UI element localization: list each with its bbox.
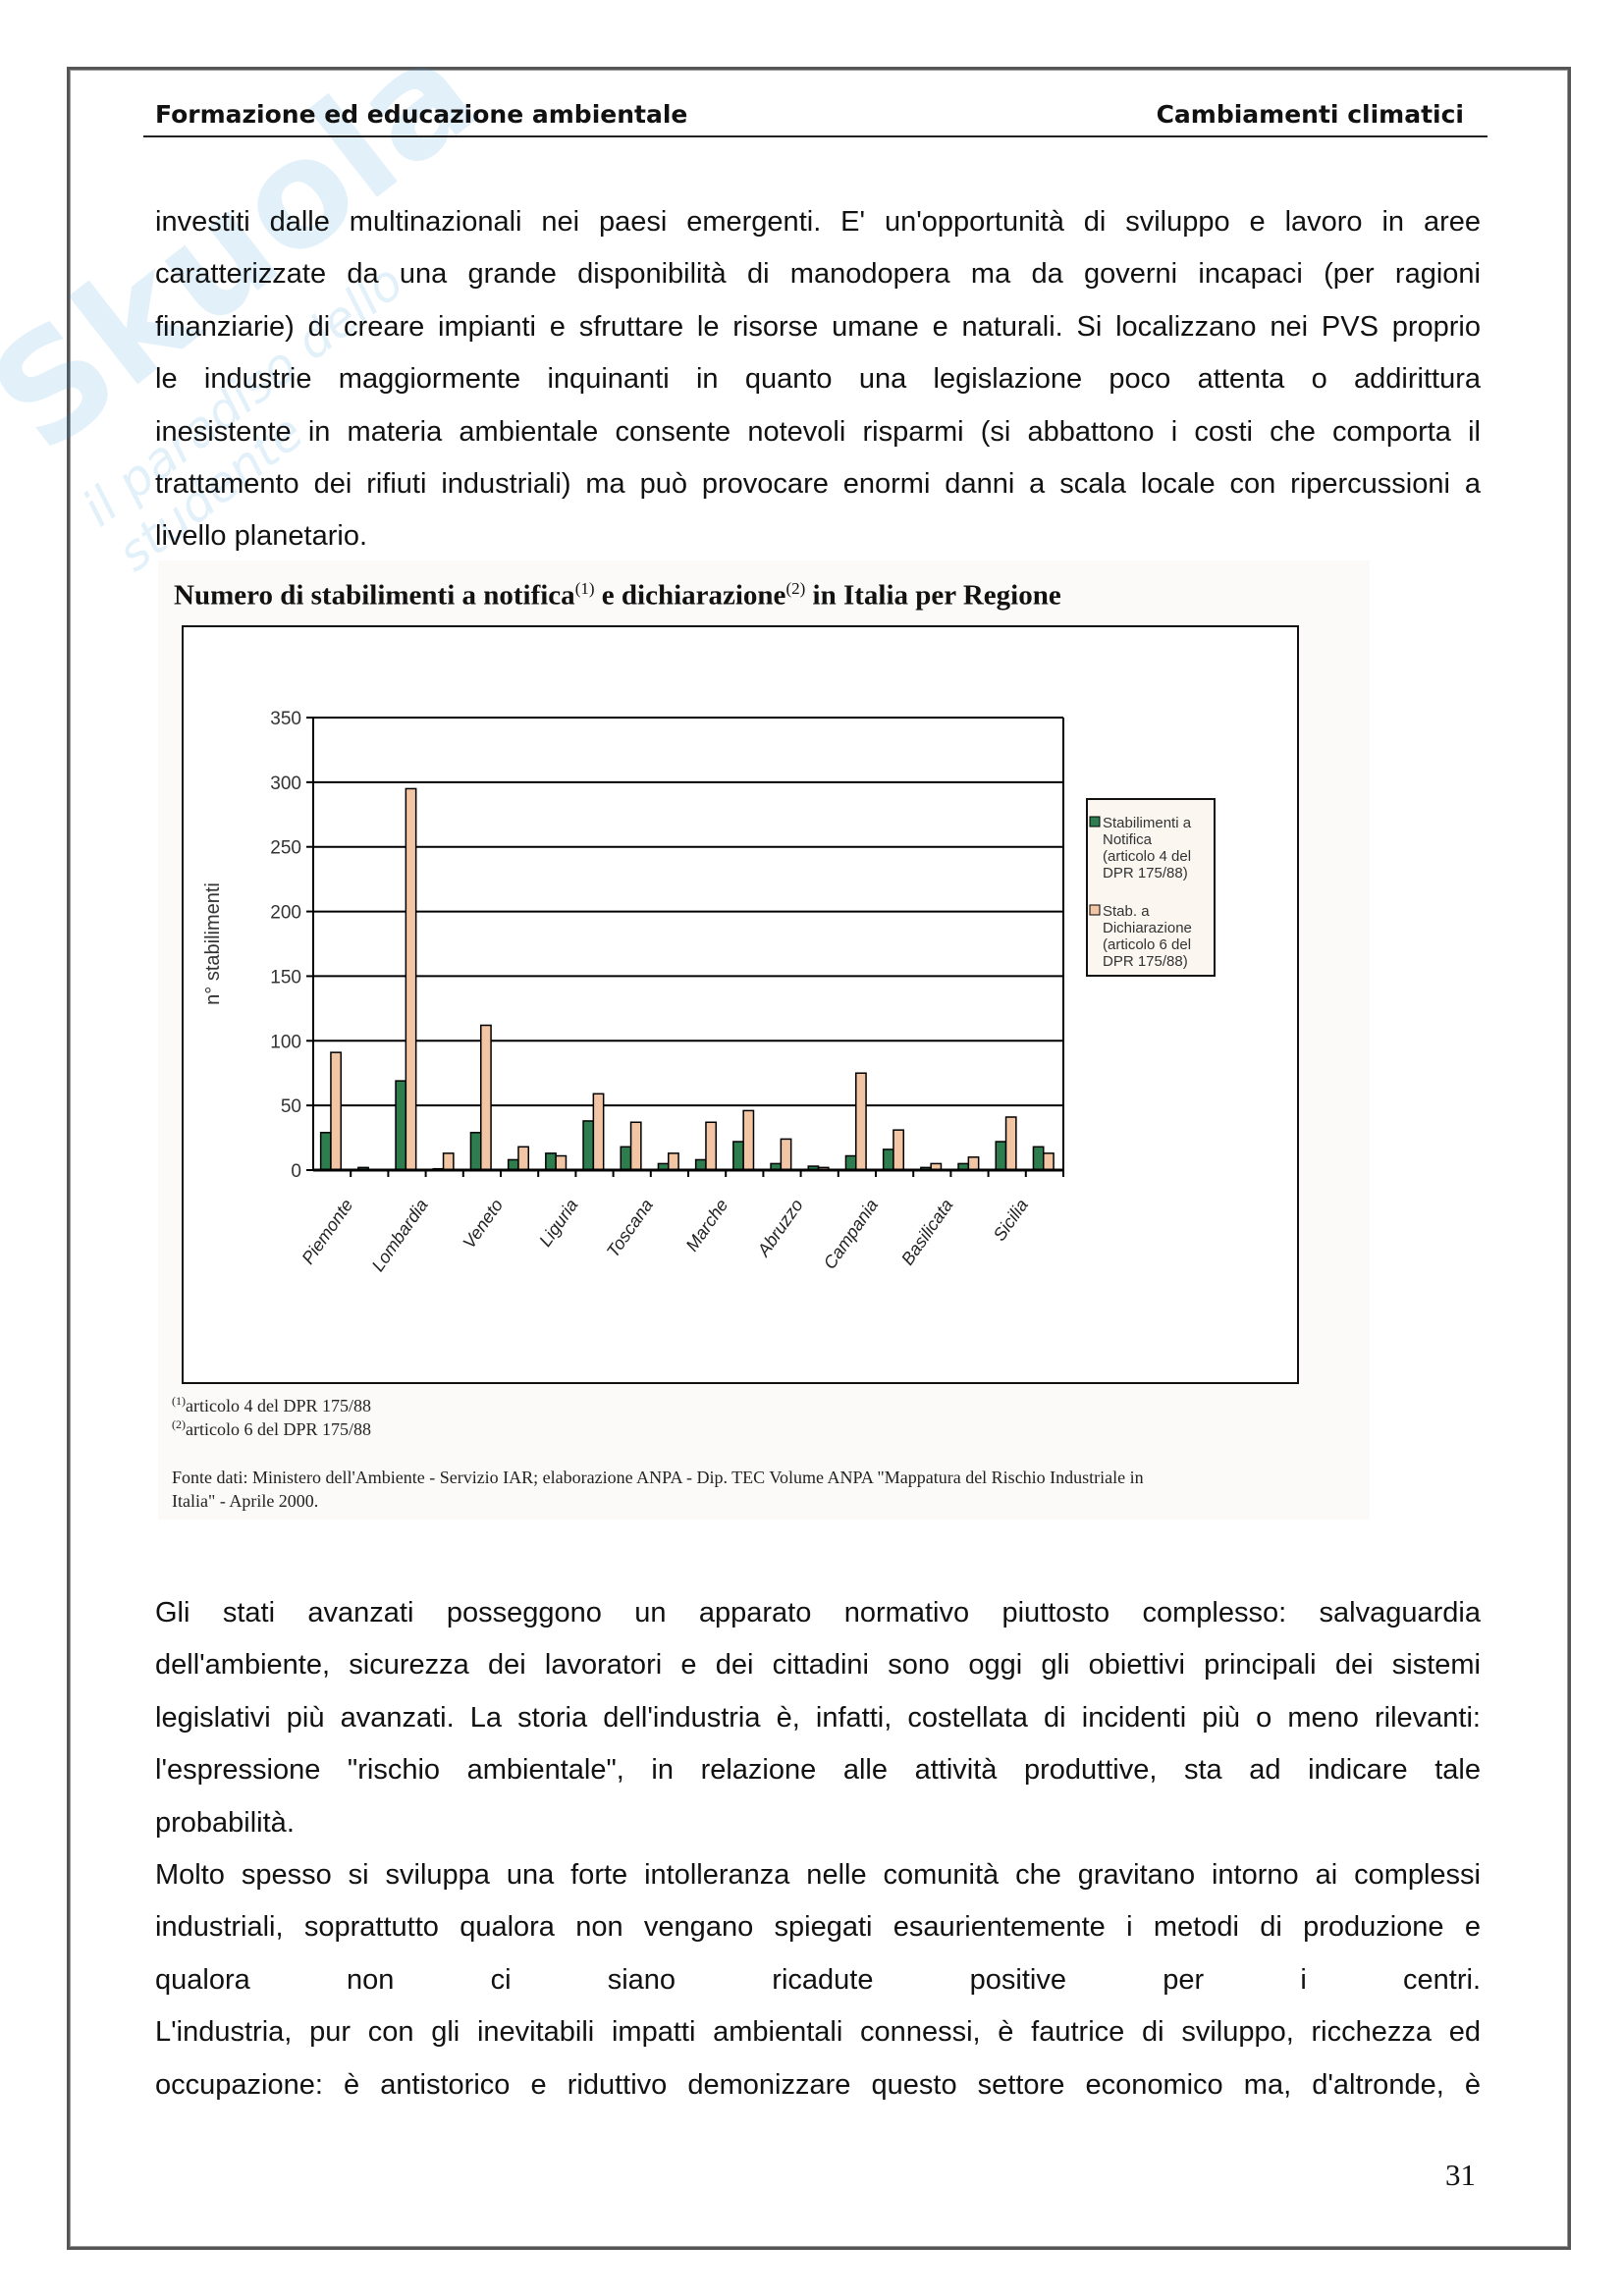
text-line: investiti dalle multinazionali nei paesi… <box>155 206 1481 238</box>
text-line: Molto spesso si sviluppa una forte intol… <box>155 1858 1481 1891</box>
text-line: caratterizzate da una grande disponibili… <box>155 258 1481 291</box>
bar-dichiarazione <box>1004 1116 1017 1171</box>
text-line: legislativi più avanzati. La storia dell… <box>155 1701 1481 1734</box>
source-line-1: Fonte dati: Ministero dell'Ambiente - Se… <box>172 1468 1144 1487</box>
bar-dichiarazione <box>405 787 417 1171</box>
x-tick-label: Campania <box>820 1196 882 1273</box>
legend-label: Dichiarazione <box>1103 920 1192 936</box>
bar-dichiarazione <box>742 1109 755 1171</box>
legend-label: Stabilimenti a <box>1103 815 1192 831</box>
bar-chart: 0 50 100 150 200 250 300 350 n° stabilimenti Piem… <box>202 709 1216 1275</box>
y-tick-label: 150 <box>270 967 301 988</box>
figure-title: Numero di stabilimenti a notifica(1) e d… <box>174 579 1061 612</box>
bar-notifica <box>882 1148 894 1171</box>
legend-swatch <box>1089 816 1101 828</box>
bar-dichiarazione <box>1043 1152 1055 1171</box>
bar-dichiarazione <box>893 1129 905 1171</box>
text-line: finanziarie) di creare impianti e sfrutt… <box>155 310 1481 343</box>
bar-notifica <box>395 1080 407 1171</box>
text-line: livello planetario. <box>155 520 368 553</box>
chart-frame: 0 50 100 150 200 250 300 350 n° stabilimenti Piem… <box>182 625 1299 1384</box>
text-line: qualora non ci siano ricadute positive p… <box>155 1963 1481 1996</box>
body-text-bottom: Gli stati avanzati posseggono un apparat… <box>155 1587 1481 2111</box>
x-tick-label: Toscana <box>603 1196 657 1261</box>
legend-swatch <box>1089 904 1101 916</box>
x-tick-label: Marche <box>682 1196 732 1255</box>
legend-label: (articolo 4 del <box>1103 848 1191 865</box>
text-line: L'industria, pur con gli inevitabili imp… <box>155 2016 1481 2049</box>
bar-dichiarazione <box>330 1051 343 1171</box>
bar-notifica <box>844 1154 857 1171</box>
bar-dichiarazione <box>480 1024 492 1171</box>
bar-dichiarazione <box>517 1146 530 1171</box>
footnote-2: (2)articolo 6 del DPR 175/88 <box>172 1417 371 1439</box>
bar-notifica <box>620 1146 632 1171</box>
bar-dichiarazione <box>442 1152 455 1171</box>
text-line: occupazione: è antistorico e riduttivo d… <box>155 2068 1481 2101</box>
header-rule <box>143 135 1488 137</box>
y-tick-label: 250 <box>270 838 301 859</box>
bar-dichiarazione <box>555 1154 568 1171</box>
bar-dichiarazione <box>668 1152 679 1171</box>
y-tick-label: 0 <box>291 1161 301 1182</box>
bar-notifica <box>995 1141 1007 1171</box>
x-tick-label: Piemonte <box>298 1196 356 1268</box>
bar-notifica <box>694 1158 707 1171</box>
bar-dichiarazione <box>705 1121 718 1171</box>
x-tick-label: Veneto <box>459 1196 507 1253</box>
header-left: Formazione ed educazione ambientale <box>155 100 688 129</box>
text-line: Gli stati avanzati posseggono un apparat… <box>155 1597 1481 1629</box>
text-line: industriali, soprattutto qualora non ven… <box>155 1911 1481 1944</box>
x-tick-label: Basilicata <box>897 1196 957 1269</box>
bar-dichiarazione <box>967 1156 980 1171</box>
source-line-2: Italia" - Aprile 2000. <box>172 1491 319 1511</box>
x-tick-label: Sicilia <box>990 1196 1032 1245</box>
y-tick-label: 50 <box>281 1096 301 1117</box>
text-line: probabilità. <box>155 1806 295 1839</box>
legend-box <box>1086 798 1216 977</box>
bar-notifica <box>507 1158 519 1171</box>
y-tick-label: 350 <box>270 709 301 729</box>
bar-notifica <box>469 1132 482 1171</box>
bar-notifica <box>545 1152 557 1171</box>
bar-dichiarazione <box>592 1093 605 1171</box>
bar-notifica <box>319 1132 332 1171</box>
text-line: le industrie maggiormente inquinanti in … <box>155 363 1481 396</box>
body-text-top: investiti dalle multinazionali nei paesi… <box>155 196 1481 563</box>
text-line: inesistente in materia ambientale consen… <box>155 415 1481 448</box>
footnote-1: (1)articolo 4 del DPR 175/88 <box>172 1394 371 1415</box>
legend-label: DPR 175/88) <box>1103 865 1188 881</box>
legend-label: Notifica <box>1103 831 1153 848</box>
text-line: trattamento dei rifiuti industriali) ma … <box>155 467 1481 500</box>
header-right: Cambiamenti climatici <box>1156 100 1464 129</box>
page-number: 31 <box>1445 2158 1476 2192</box>
legend-label: (articolo 6 del <box>1103 936 1191 953</box>
x-tick-label: Lombardia <box>368 1196 432 1275</box>
x-tick-label: Liguria <box>535 1196 581 1251</box>
bar-dichiarazione <box>855 1072 867 1171</box>
bar-notifica <box>732 1141 744 1171</box>
page-border <box>67 67 1571 2250</box>
legend-label: DPR 175/88) <box>1103 953 1188 970</box>
text-line: dell'ambiente, sicurezza dei lavoratori … <box>155 1649 1481 1682</box>
bar-dichiarazione <box>629 1121 642 1171</box>
bar-dichiarazione <box>780 1138 792 1171</box>
y-tick-label: 300 <box>270 774 301 794</box>
y-tick-label: 100 <box>270 1032 301 1052</box>
legend-label: Stab. a <box>1103 903 1150 920</box>
y-axis-label: n° stabilimenti <box>202 882 224 1005</box>
text-line: l'espressione "rischio ambientale", in r… <box>155 1754 1481 1787</box>
bar-notifica <box>582 1120 595 1171</box>
x-tick-label: Abruzzo <box>753 1196 807 1260</box>
y-tick-label: 200 <box>270 903 301 924</box>
bar-notifica <box>1032 1146 1045 1171</box>
